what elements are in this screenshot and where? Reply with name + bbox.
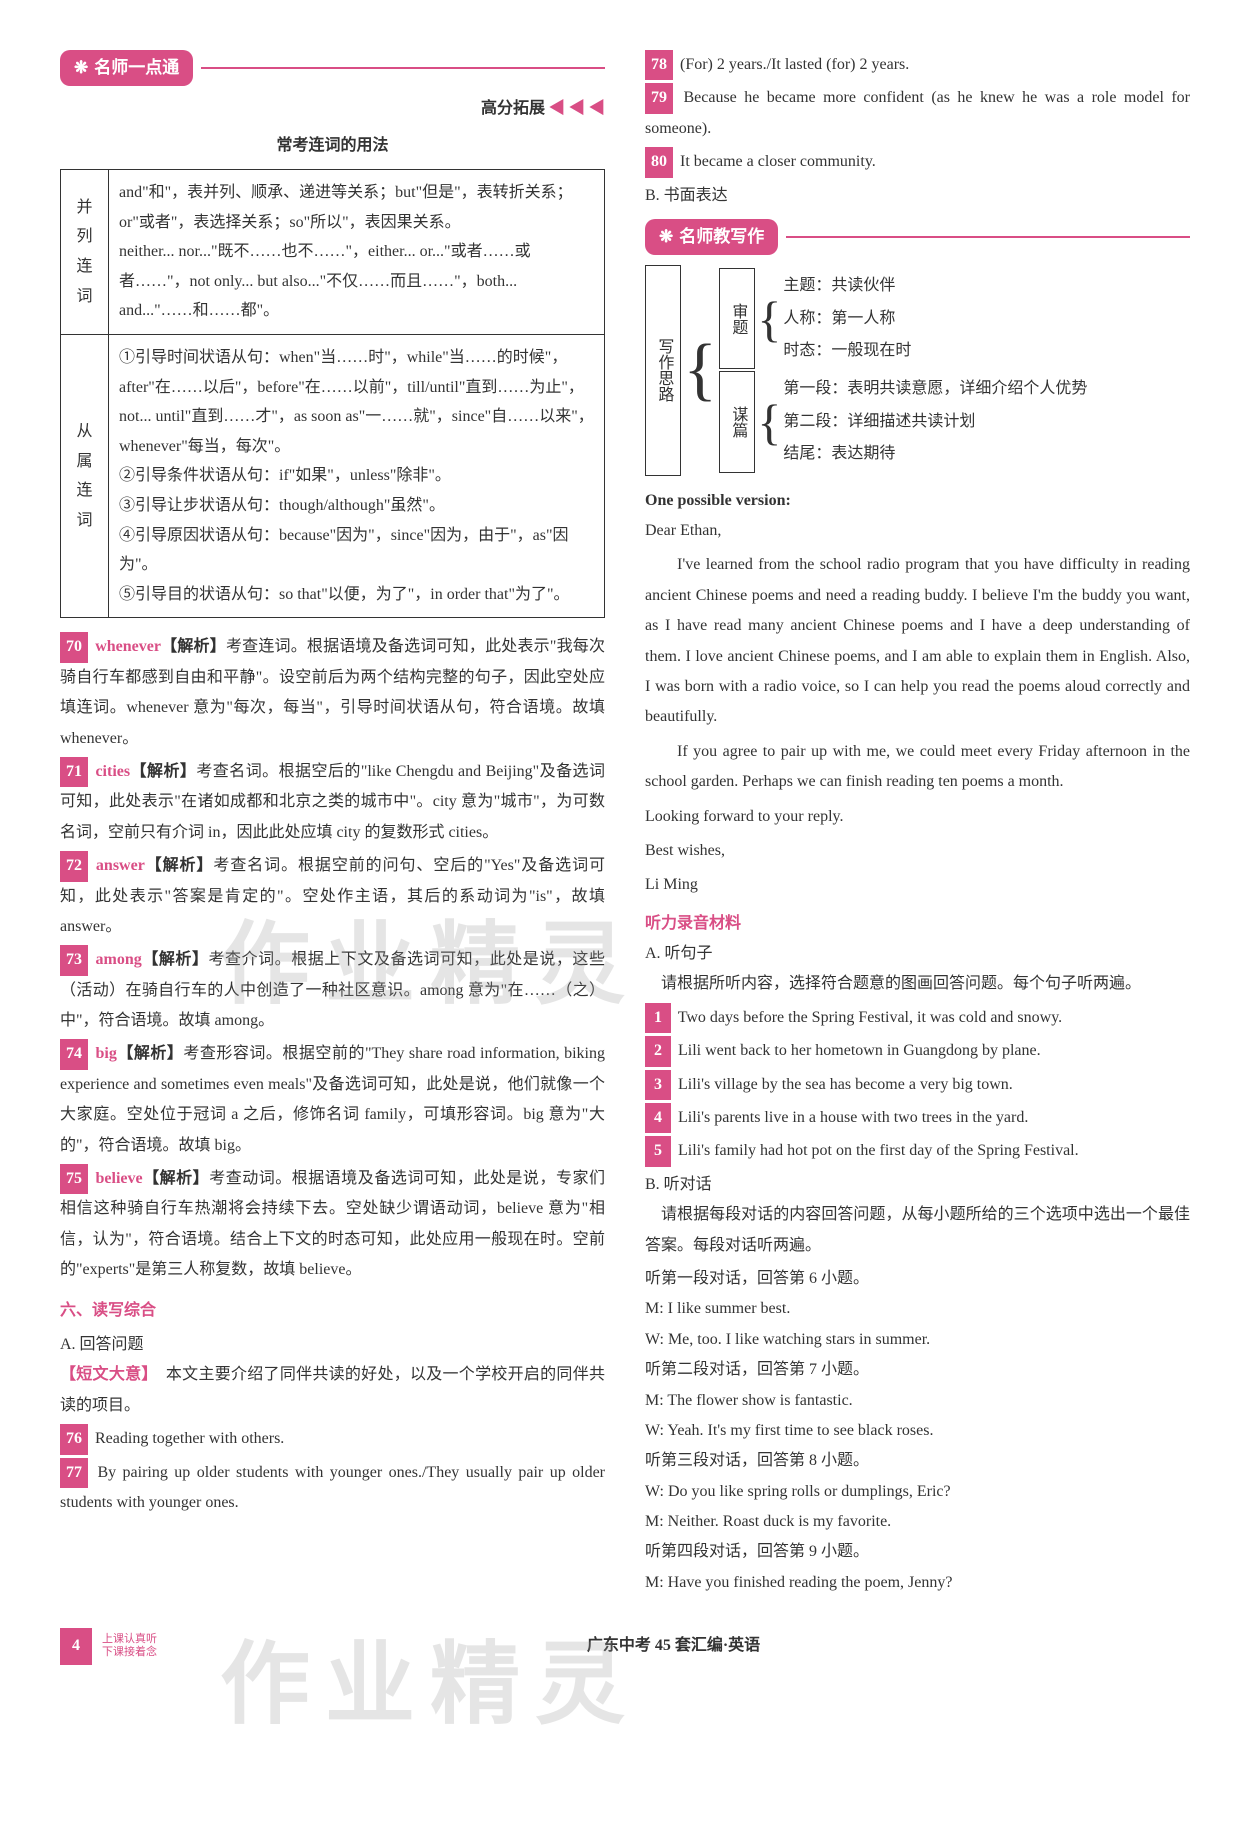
section-header: 名师一点通 xyxy=(60,50,605,86)
writing-badge: 名师教写作 xyxy=(645,219,778,255)
d2b: W: Yeah. It's my first time to see black… xyxy=(645,1416,1190,1446)
s3: 3 Lili's village by the sea has become a… xyxy=(645,1070,1190,1100)
q72: 72 answer【解析】考查名词。根据空前的问句、空后的"Yes"及备选词可知… xyxy=(60,851,605,942)
letter-p1: I've learned from the school radio progr… xyxy=(645,550,1190,732)
s4: 4 Lili's parents live in a house with tw… xyxy=(645,1103,1190,1133)
d4a: M: Have you finished reading the poem, J… xyxy=(645,1568,1190,1598)
q75: 75 believe【解析】考查动词。根据语境及备选词可知，此处是说，专家们相信… xyxy=(60,1164,605,1286)
q79: 79 Because he became more confident (as … xyxy=(645,83,1190,144)
letter-p2: If you agree to pair up with me, we coul… xyxy=(645,737,1190,798)
header-line xyxy=(201,67,605,69)
brace-icon: { xyxy=(755,268,783,369)
header-badge: 名师一点通 xyxy=(60,50,193,86)
listen-b: B. 听对话 xyxy=(645,1170,1190,1200)
q77: 77 By pairing up older students with you… xyxy=(60,1458,605,1519)
greeting: Dear Ethan, xyxy=(645,516,1190,546)
row1-label: 并列连词 xyxy=(61,170,109,335)
d1: 听第一段对话，回答第 6 小题。 xyxy=(645,1264,1190,1294)
outline-1c: 时态：一般现在时 xyxy=(783,335,911,367)
writing-line xyxy=(786,236,1190,238)
s1: 1 Two days before the Spring Festival, i… xyxy=(645,1003,1190,1033)
q74: 74 big【解析】考查形容词。根据空前的"They share road in… xyxy=(60,1039,605,1161)
page-number: 4 xyxy=(60,1628,92,1664)
letter-p4: Best wishes, xyxy=(645,836,1190,866)
d3a: W: Do you like spring rolls or dumplings… xyxy=(645,1477,1190,1507)
listen-a-intro: 请根据所听内容，选择符合题意的图画回答问题。每个句子听两遍。 xyxy=(645,969,1190,999)
subtitle: 高分拓展 xyxy=(60,94,605,124)
s5: 5 Lili's family had hot pot on the first… xyxy=(645,1136,1190,1166)
outline-2b: 第二段：详细描述共读计划 xyxy=(783,406,1087,438)
outline-2c: 结尾：表达期待 xyxy=(783,438,1087,470)
conjunction-table: 并列连词 and"和"，表并列、顺承、递进等关系；but"但是"，表转折关系；o… xyxy=(60,169,605,618)
sample-letter: Dear Ethan, I've learned from the school… xyxy=(645,516,1190,901)
row2-label: 从属连词 xyxy=(61,335,109,618)
d2: 听第二段对话，回答第 7 小题。 xyxy=(645,1355,1190,1385)
outline-1a: 主题：共读伙伴 xyxy=(783,270,911,302)
writing-header: 名师教写作 xyxy=(645,219,1190,255)
outline-2-label: 谋篇 xyxy=(719,371,755,472)
opv: One possible version: xyxy=(645,486,1190,516)
q70: 70 whenever【解析】考查连词。根据语境及备选词可知，此处表示"我每次骑… xyxy=(60,632,605,754)
writing-outline: 写作思路 { 审题 { 主题：共读伙伴 人称：第一人称 时态：一般现在时 谋篇 … xyxy=(645,265,1190,475)
section-a: A. 回答问题 xyxy=(60,1330,605,1360)
section-b: B. 书面表达 xyxy=(645,181,1190,211)
footer-title: 广东中考 45 套汇编·英语 xyxy=(157,1631,1190,1661)
listen-a: A. 听句子 xyxy=(645,939,1190,969)
d2a: M: The flower show is fantastic. xyxy=(645,1386,1190,1416)
d3: 听第三段对话，回答第 8 小题。 xyxy=(645,1446,1190,1476)
outline-1b: 人称：第一人称 xyxy=(783,303,911,335)
row1-text: and"和"，表并列、顺承、递进等关系；but"但是"，表转折关系；or"或者"… xyxy=(109,170,605,335)
q73: 73 among【解析】考查介词。根据上下文及备选词可知，此处是说，这些（活动）… xyxy=(60,945,605,1036)
s2: 2 Lili went back to her hometown in Guan… xyxy=(645,1036,1190,1066)
d1b: W: Me, too. I like watching stars in sum… xyxy=(645,1325,1190,1355)
outline-2a: 第一段：表明共读意愿，详细介绍个人优势 xyxy=(783,373,1087,405)
section-6: 六、读写综合 xyxy=(60,1296,605,1326)
page-footer: 4 上课认真听下课接着念 广东中考 45 套汇编·英语 xyxy=(60,1628,1190,1664)
listen-title: 听力录音材料 xyxy=(645,909,1190,939)
outline-1-label: 审题 xyxy=(719,268,755,369)
q71: 71 cities【解析】考查名词。根据空后的"like Chengdu and… xyxy=(60,757,605,848)
footer-small: 上课认真听下课接着念 xyxy=(102,1633,157,1659)
brace-icon: { xyxy=(755,371,783,472)
outline-main: 写作思路 xyxy=(645,265,681,475)
d1a: M: I like summer best. xyxy=(645,1294,1190,1324)
letter-p3: Looking forward to your reply. xyxy=(645,802,1190,832)
letter-p5: Li Ming xyxy=(645,870,1190,900)
row2-text: ①引导时间状语从句：when"当……时"，while"当……的时候"，after… xyxy=(109,335,605,618)
q76: 76 Reading together with others. xyxy=(60,1424,605,1454)
gist: 【短文大意】 本文主要介绍了同伴共读的好处，以及一个学校开启的同伴共读的项目。 xyxy=(60,1360,605,1421)
q78: 78 (For) 2 years./It lasted (for) 2 year… xyxy=(645,50,1190,80)
listen-b-intro: 请根据每段对话的内容回答问题，从每小题所给的三个选项中选出一个最佳答案。每段对话… xyxy=(645,1200,1190,1261)
table-title: 常考连词的用法 xyxy=(60,131,605,161)
watermark-2: 作业精灵 xyxy=(220,1600,640,1771)
d4: 听第四段对话，回答第 9 小题。 xyxy=(645,1537,1190,1567)
q80: 80 It became a closer community. xyxy=(645,147,1190,177)
brace-icon: { xyxy=(681,265,719,475)
d3b: M: Neither. Roast duck is my favorite. xyxy=(645,1507,1190,1537)
